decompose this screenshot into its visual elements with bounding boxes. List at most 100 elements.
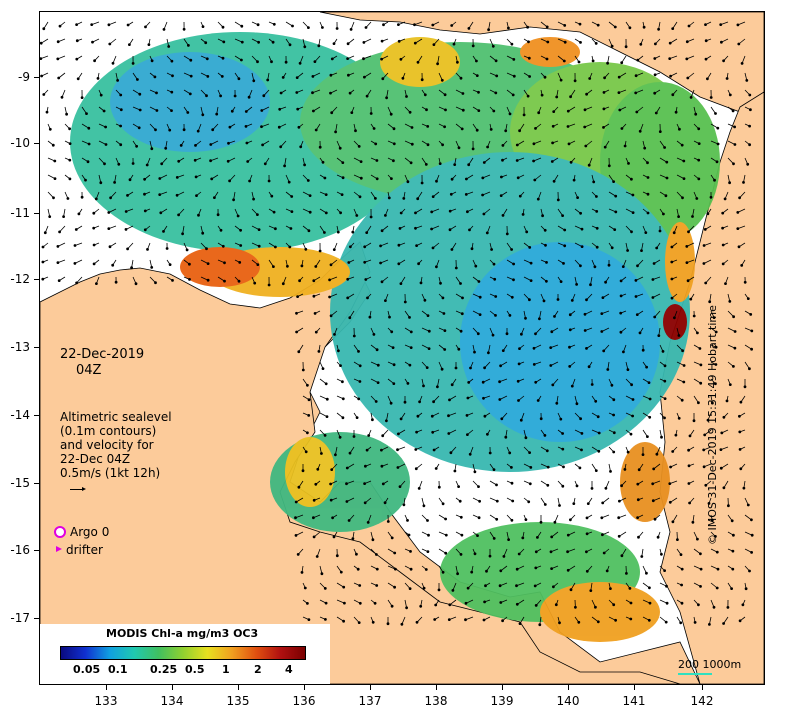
velocity-arrow-head xyxy=(527,500,531,504)
velocity-arrow-head xyxy=(740,263,744,267)
velocity-arrow-head xyxy=(194,175,198,179)
velocity-arrow-head xyxy=(738,447,742,451)
velocity-arrow-head xyxy=(154,128,157,132)
velocity-arrow-head xyxy=(308,210,312,214)
lon-label: 137 xyxy=(358,694,382,708)
velocity-arrow-head xyxy=(92,211,96,215)
velocity-arrow-head xyxy=(341,397,345,401)
velocity-arrow-head xyxy=(517,552,521,556)
velocity-arrow-head xyxy=(434,603,438,607)
velocity-arrow-head xyxy=(392,363,396,367)
velocity-arrow-head xyxy=(317,44,321,48)
velocity-arrow-head xyxy=(102,109,106,113)
lat-label: -13 xyxy=(10,340,30,354)
velocity-arrow-head xyxy=(731,109,735,113)
velocity-arrow-head xyxy=(665,601,669,605)
velocity-arrow-head xyxy=(317,349,321,353)
velocity-arrow-head xyxy=(689,297,693,301)
velocity-arrow-head xyxy=(687,464,691,468)
velocity-arrow-head xyxy=(314,265,318,268)
velocity-arrow-head xyxy=(313,60,317,63)
velocity-arrow-head xyxy=(314,330,318,334)
velocity-arrow-head xyxy=(545,260,548,264)
velocity-arrow-head xyxy=(424,162,428,166)
velocity-arrow-head xyxy=(569,160,573,164)
velocity-arrow-head xyxy=(261,143,265,147)
velocity-arrow-head xyxy=(196,129,200,133)
velocity-arrow-head xyxy=(551,141,554,145)
velocity-arrow-head xyxy=(516,176,520,180)
velocity-arrow-head xyxy=(373,601,377,605)
lat-label: -11 xyxy=(10,206,30,220)
velocity-arrow-head xyxy=(738,619,742,623)
map-area[interactable] xyxy=(40,12,764,684)
velocity-arrow-head xyxy=(663,379,667,383)
velocity-arrow-head xyxy=(459,515,463,519)
velocity-arrow-head xyxy=(294,500,298,504)
velocity-arrow-head xyxy=(492,262,496,266)
lon-tick xyxy=(568,684,569,690)
velocity-arrow-head xyxy=(410,126,414,129)
velocity-arrow-head xyxy=(77,212,81,216)
velocity-arrow-head xyxy=(57,76,61,80)
velocity-arrow-head xyxy=(325,397,329,401)
velocity-arrow-head xyxy=(185,248,189,252)
velocity-arrow-head xyxy=(252,197,256,201)
velocity-arrow-head xyxy=(670,245,674,249)
velocity-arrow-head xyxy=(706,77,709,81)
velocity-arrow-head xyxy=(685,57,689,61)
velocity-arrow-head xyxy=(336,230,340,234)
velocity-arrow-head xyxy=(390,536,394,540)
velocity-arrow-head xyxy=(653,73,657,77)
velocity-arrow-head xyxy=(473,350,476,354)
velocity-arrow-head xyxy=(651,278,655,281)
velocity-arrow-head xyxy=(488,451,492,455)
velocity-arrow-head xyxy=(750,329,754,333)
velocity-arrow-head xyxy=(305,383,309,387)
velocity-arrow-head xyxy=(601,533,604,537)
velocity-arrow-head xyxy=(509,465,513,469)
velocity-arrow-head xyxy=(704,57,708,61)
velocity-arrow-head xyxy=(181,232,185,236)
velocity-arrow-head xyxy=(56,261,60,265)
velocity-arrow-head xyxy=(440,367,444,371)
velocity-arrow-head xyxy=(369,215,373,219)
velocity-arrow-head xyxy=(529,279,533,283)
velocity-arrow-head xyxy=(305,431,309,435)
velocity-arrow-head xyxy=(502,555,506,558)
velocity-arrow-head xyxy=(295,91,299,94)
velocity-arrow-head xyxy=(372,127,376,130)
velocity-arrow-head xyxy=(399,57,403,61)
velocity-arrow-head xyxy=(722,59,725,63)
velocity-arrow-head xyxy=(459,553,463,556)
velocity-arrow-head xyxy=(594,399,598,403)
velocity-arrow-head xyxy=(623,467,627,471)
velocity-arrow-head xyxy=(654,111,658,115)
lat-tick xyxy=(34,618,40,619)
velocity-arrow-head xyxy=(439,281,442,285)
velocity-arrow-head xyxy=(583,108,587,112)
velocity-arrow-head xyxy=(527,56,531,60)
velocity-arrow-head xyxy=(680,583,683,587)
velocity-arrow-head xyxy=(201,231,205,235)
velocity-arrow-head xyxy=(323,587,327,590)
velocity-arrow-head xyxy=(549,550,553,554)
velocity-arrow-head xyxy=(460,312,464,316)
velocity-arrow-head xyxy=(347,261,351,264)
velocity-arrow-head xyxy=(583,312,587,316)
velocity-arrow-head xyxy=(95,282,98,286)
velocity-arrow-head xyxy=(329,482,333,486)
velocity-arrow-head xyxy=(648,601,652,605)
colorbar-title: MODIS Chl-a mg/m3 OC3 xyxy=(106,627,259,640)
velocity-arrow-head xyxy=(416,414,420,418)
velocity-arrow-head xyxy=(464,601,468,605)
velocity-arrow-head xyxy=(170,59,174,63)
velocity-arrow-head xyxy=(415,430,419,434)
lat-tick xyxy=(34,77,40,78)
velocity-arrow-head xyxy=(228,125,232,129)
velocity-arrow-head xyxy=(640,555,644,558)
velocity-arrow-head xyxy=(601,296,605,300)
velocity-arrow-head xyxy=(722,622,725,625)
velocity-arrow-head xyxy=(233,94,237,98)
velocity-arrow-head xyxy=(605,569,609,573)
